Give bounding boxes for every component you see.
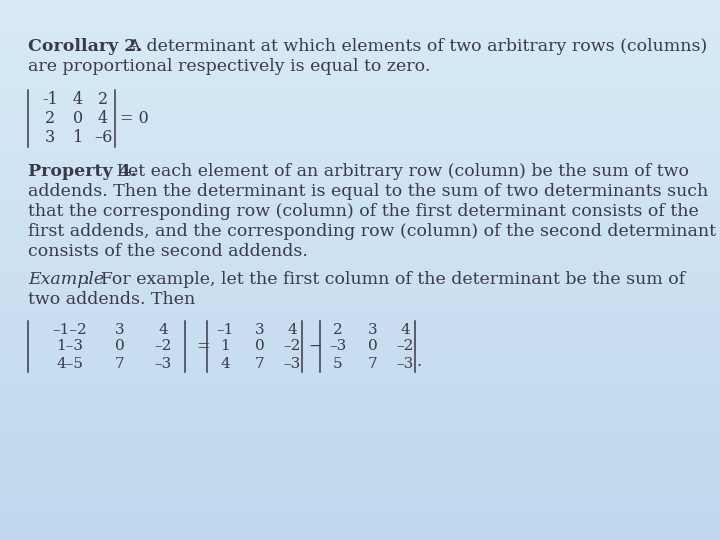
Text: addends. Then the determinant is equal to the sum of two determinants such: addends. Then the determinant is equal t… <box>28 183 708 200</box>
Text: Property 4.: Property 4. <box>28 163 137 180</box>
Text: 7: 7 <box>368 356 378 370</box>
Text: Corollary 2.: Corollary 2. <box>28 38 143 55</box>
Text: –2: –2 <box>283 340 301 354</box>
Text: .: . <box>417 353 422 370</box>
Text: –3: –3 <box>397 356 413 370</box>
Text: 7: 7 <box>115 356 125 370</box>
Text: 0: 0 <box>115 340 125 354</box>
Text: 2: 2 <box>45 110 55 127</box>
Text: 4: 4 <box>220 356 230 370</box>
Text: that the corresponding row (column) of the first determinant consists of the: that the corresponding row (column) of t… <box>28 203 698 220</box>
Text: 3: 3 <box>255 322 265 336</box>
Text: 1: 1 <box>220 340 230 354</box>
Text: 4: 4 <box>98 110 108 127</box>
Text: 4: 4 <box>73 91 83 108</box>
Text: :  For example, let the first column of the determinant be the sum of: : For example, let the first column of t… <box>84 271 685 288</box>
Text: –2: –2 <box>396 340 414 354</box>
Text: Let each element of an arbitrary row (column) be the sum of two: Let each element of an arbitrary row (co… <box>111 163 689 180</box>
Text: are proportional respectively is equal to zero.: are proportional respectively is equal t… <box>28 58 431 75</box>
Text: –1–2: –1–2 <box>53 322 87 336</box>
Text: A determinant at which elements of two arbitrary rows (columns): A determinant at which elements of two a… <box>123 38 707 55</box>
Text: Example: Example <box>28 271 104 288</box>
Text: two addends. Then: two addends. Then <box>28 291 195 308</box>
Text: -1: -1 <box>42 91 58 108</box>
Text: –3: –3 <box>329 340 346 354</box>
Text: 1: 1 <box>73 129 83 146</box>
Text: 0: 0 <box>73 110 83 127</box>
Text: 0: 0 <box>368 340 378 354</box>
Text: 3: 3 <box>45 129 55 146</box>
Text: 2: 2 <box>333 322 343 336</box>
Text: −: − <box>308 338 321 355</box>
Text: 3: 3 <box>368 322 378 336</box>
Text: =: = <box>196 338 210 355</box>
Text: consists of the second addends.: consists of the second addends. <box>28 243 308 260</box>
Text: 0: 0 <box>255 340 265 354</box>
Text: 2: 2 <box>98 91 108 108</box>
Text: 3: 3 <box>115 322 125 336</box>
Text: 4: 4 <box>400 322 410 336</box>
Text: 1–3: 1–3 <box>56 340 84 354</box>
Text: 7: 7 <box>255 356 265 370</box>
Text: –6: –6 <box>94 129 112 146</box>
Text: –1: –1 <box>216 322 234 336</box>
Text: first addends, and the corresponding row (column) of the second determinant: first addends, and the corresponding row… <box>28 223 716 240</box>
Text: 4: 4 <box>158 322 168 336</box>
Text: 4: 4 <box>287 322 297 336</box>
Text: 5: 5 <box>333 356 343 370</box>
Text: = 0: = 0 <box>120 110 149 127</box>
Text: –3: –3 <box>154 356 171 370</box>
Text: 4–5: 4–5 <box>56 356 84 370</box>
Text: –3: –3 <box>284 356 301 370</box>
Text: –2: –2 <box>154 340 171 354</box>
